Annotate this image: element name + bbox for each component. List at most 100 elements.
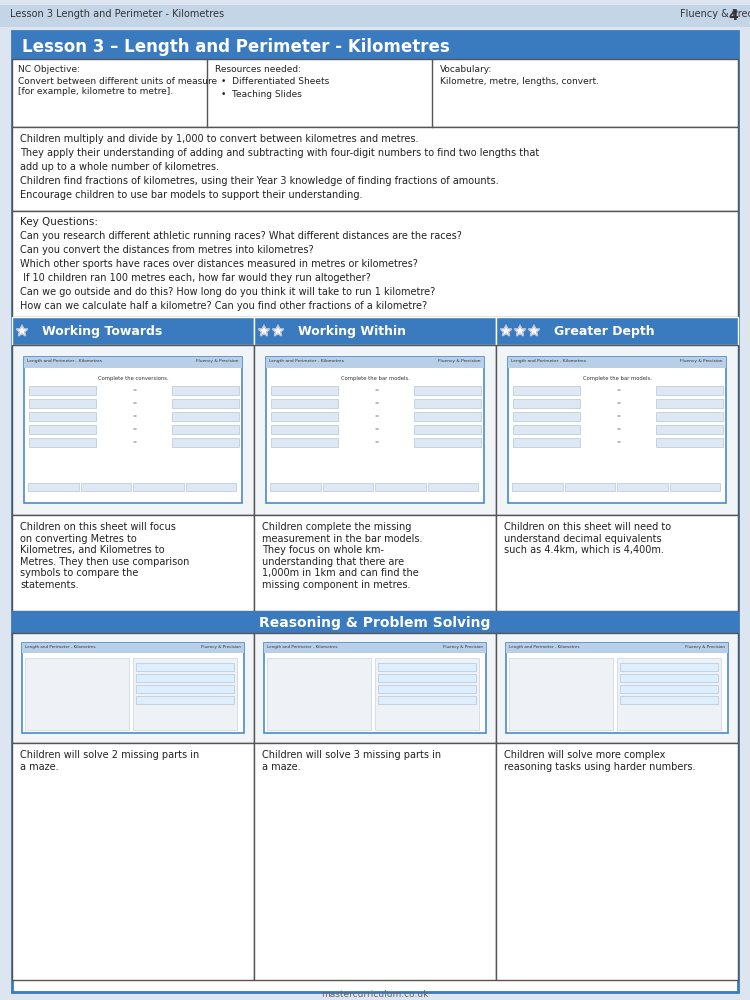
Bar <box>136 696 234 704</box>
Bar <box>496 345 738 515</box>
Text: =: = <box>375 427 379 432</box>
Text: Length and Perimeter - Kilometres: Length and Perimeter - Kilometres <box>511 359 586 363</box>
Text: Length and Perimeter - Kilometres: Length and Perimeter - Kilometres <box>509 645 580 649</box>
Bar <box>271 438 338 447</box>
Bar <box>670 483 720 491</box>
Bar <box>656 425 723 434</box>
Text: Length and Perimeter - Kilometres: Length and Perimeter - Kilometres <box>267 645 338 649</box>
Text: =: = <box>617 388 621 393</box>
Text: Vocabulary:: Vocabulary: <box>440 65 492 74</box>
Text: Kilometre, metre, lengths, convert.: Kilometre, metre, lengths, convert. <box>440 77 599 86</box>
Text: •  Differentiated Sheets: • Differentiated Sheets <box>221 77 329 86</box>
Bar <box>620 685 718 693</box>
Bar <box>506 643 728 733</box>
Bar <box>271 412 338 421</box>
Bar <box>29 412 96 421</box>
Text: Fluency & Precision: Fluency & Precision <box>196 359 239 363</box>
Bar <box>264 643 486 733</box>
Text: Length and Perimeter - Kilometres: Length and Perimeter - Kilometres <box>25 645 95 649</box>
Text: Children will solve 2 missing parts in
a maze.: Children will solve 2 missing parts in a… <box>20 750 200 772</box>
Bar <box>414 412 481 421</box>
Bar <box>414 399 481 408</box>
Text: =: = <box>617 440 621 445</box>
Bar <box>24 357 242 368</box>
Polygon shape <box>514 325 526 336</box>
Bar <box>254 345 496 515</box>
Bar <box>271 425 338 434</box>
Bar <box>496 633 738 743</box>
Text: =: = <box>617 414 621 419</box>
Bar <box>496 743 738 980</box>
Bar <box>12 211 738 317</box>
Bar <box>617 483 668 491</box>
Bar <box>513 438 580 447</box>
Text: add up to a whole number of kilometres.: add up to a whole number of kilometres. <box>20 162 219 172</box>
Bar <box>271 399 338 408</box>
Text: Children on this sheet will need to
understand decimal equivalents
such as 4.4km: Children on this sheet will need to unde… <box>504 522 671 555</box>
Bar <box>12 515 254 611</box>
Text: Reasoning & Problem Solving: Reasoning & Problem Solving <box>260 616 490 630</box>
Text: Children multiply and divide by 1,000 to convert between kilometres and metres.: Children multiply and divide by 1,000 to… <box>20 134 418 144</box>
Polygon shape <box>500 325 512 336</box>
Text: 4: 4 <box>728 9 738 23</box>
Bar <box>620 674 718 682</box>
Bar <box>185 483 236 491</box>
Text: Working Towards: Working Towards <box>42 325 162 338</box>
Text: Fluency & Precision: Fluency & Precision <box>680 359 723 363</box>
Bar <box>29 425 96 434</box>
Text: Encourage children to use bar models to support their understanding.: Encourage children to use bar models to … <box>20 190 362 200</box>
Text: Complete the conversions.: Complete the conversions. <box>98 376 168 381</box>
Bar <box>378 685 476 693</box>
Bar <box>267 658 371 730</box>
Bar <box>270 483 320 491</box>
Text: NC Objective:: NC Objective: <box>18 65 80 74</box>
Bar <box>172 438 239 447</box>
Text: =: = <box>375 388 379 393</box>
Bar <box>414 386 481 395</box>
Bar <box>513 412 580 421</box>
Text: mastercurriculum.co.uk: mastercurriculum.co.uk <box>321 990 429 999</box>
Bar <box>565 483 615 491</box>
Bar <box>172 425 239 434</box>
Polygon shape <box>528 325 540 336</box>
Text: =: = <box>133 388 137 393</box>
Bar <box>254 317 496 345</box>
Bar <box>509 658 613 730</box>
Text: =: = <box>375 414 379 419</box>
Bar <box>29 438 96 447</box>
Bar <box>496 317 738 345</box>
Bar <box>508 357 726 503</box>
Text: Greater Depth: Greater Depth <box>554 325 655 338</box>
Bar <box>378 696 476 704</box>
Text: Convert between different units of measure
[for example, kilometre to metre].: Convert between different units of measu… <box>18 77 217 96</box>
Text: Can you convert the distances from metres into kilometres?: Can you convert the distances from metre… <box>20 245 313 255</box>
Bar <box>29 386 96 395</box>
Bar <box>24 357 242 503</box>
Text: Lesson 3 – Length and Perimeter - Kilometres: Lesson 3 – Length and Perimeter - Kilome… <box>22 38 450 56</box>
Text: Children complete the missing
measurement in the bar models.
They focus on whole: Children complete the missing measuremen… <box>262 522 422 590</box>
Bar <box>133 483 184 491</box>
Bar <box>656 412 723 421</box>
Bar <box>12 345 254 515</box>
Text: Fluency & Precision: Fluency & Precision <box>201 645 241 649</box>
Bar <box>136 685 234 693</box>
Polygon shape <box>16 325 28 336</box>
Bar <box>25 658 129 730</box>
Text: =: = <box>133 440 137 445</box>
Bar <box>0 5 750 27</box>
Text: =: = <box>375 401 379 406</box>
Polygon shape <box>272 325 284 336</box>
Bar <box>375 658 479 730</box>
Bar <box>378 663 476 671</box>
Bar <box>508 357 726 368</box>
Polygon shape <box>258 325 270 336</box>
Bar <box>414 425 481 434</box>
Bar <box>12 611 738 633</box>
Bar <box>656 438 723 447</box>
Text: Can you research different athletic running races? What different distances are : Can you research different athletic runn… <box>20 231 462 241</box>
Bar <box>136 674 234 682</box>
Bar <box>172 412 239 421</box>
Bar <box>513 386 580 395</box>
Text: Resources needed:: Resources needed: <box>215 65 301 74</box>
Text: Complete the bar models.: Complete the bar models. <box>340 376 410 381</box>
